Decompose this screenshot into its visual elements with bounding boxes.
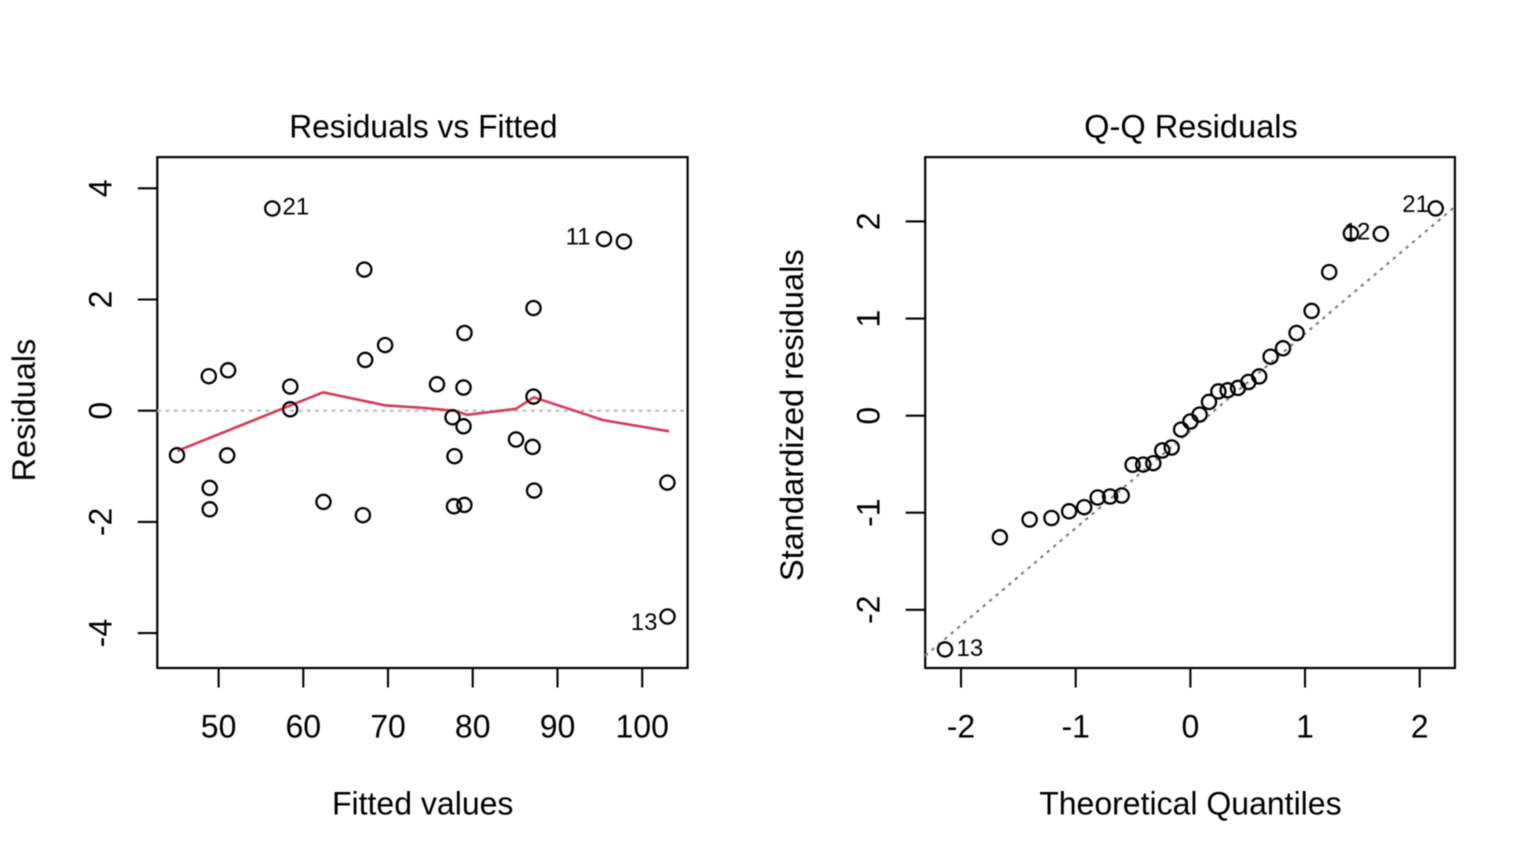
svg-text:-2: -2 (947, 708, 975, 744)
svg-text:70: 70 (370, 708, 406, 744)
svg-text:-1: -1 (1061, 708, 1089, 744)
svg-text:-4: -4 (83, 619, 119, 647)
svg-text:1: 1 (851, 310, 887, 328)
svg-text:80: 80 (455, 708, 491, 744)
svg-text:Fitted values: Fitted values (332, 785, 513, 821)
svg-text:11: 11 (566, 224, 591, 251)
svg-text:0: 0 (83, 402, 119, 420)
svg-text:50: 50 (201, 708, 237, 744)
svg-text:Theoretical Quantiles: Theoretical Quantiles (1039, 785, 1341, 821)
svg-text:-1: -1 (851, 498, 887, 526)
svg-text:Residuals: Residuals (6, 339, 42, 482)
svg-text:-2: -2 (83, 508, 119, 536)
svg-text:0: 0 (851, 407, 887, 425)
svg-text:Residuals vs Fitted: Residuals vs Fitted (289, 109, 557, 145)
svg-text:-2: -2 (851, 596, 887, 624)
svg-text:13: 13 (631, 609, 658, 636)
svg-text:12: 12 (1344, 218, 1371, 245)
svg-text:2: 2 (83, 291, 119, 309)
svg-text:21: 21 (1402, 191, 1429, 218)
svg-text:1: 1 (1296, 708, 1314, 744)
svg-text:21: 21 (283, 194, 310, 221)
svg-text:90: 90 (540, 708, 576, 744)
svg-text:Standardized residuals: Standardized residuals (774, 249, 810, 581)
svg-text:2: 2 (1411, 708, 1429, 744)
svg-text:100: 100 (616, 708, 669, 744)
svg-text:60: 60 (286, 708, 322, 744)
svg-text:4: 4 (83, 179, 119, 197)
svg-text:13: 13 (957, 635, 984, 662)
svg-text:0: 0 (1182, 708, 1200, 744)
svg-text:2: 2 (851, 213, 887, 231)
svg-text:Q-Q Residuals: Q-Q Residuals (1084, 109, 1298, 145)
